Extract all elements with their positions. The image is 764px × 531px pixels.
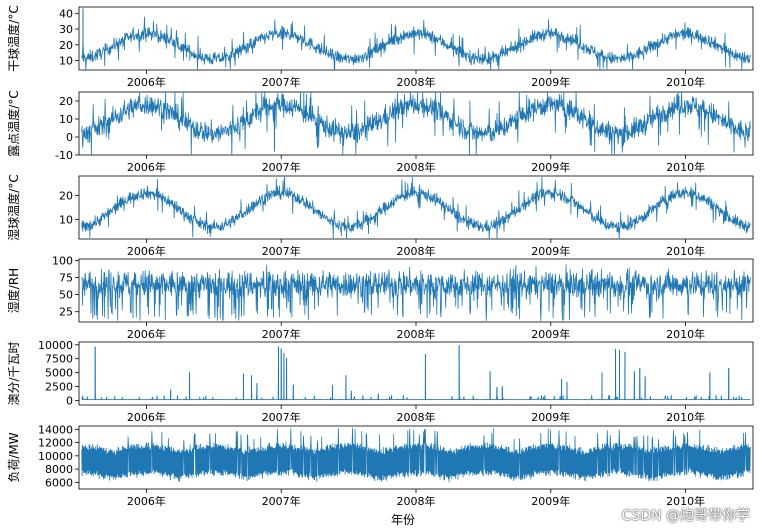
x-tick-label: 2006年 <box>127 494 166 508</box>
y-axis-label: 澳分/千瓦时 <box>7 341 21 405</box>
series-line-dew-point-temperature <box>81 91 751 156</box>
y-tick-label: 14000 <box>38 423 73 436</box>
y-tick-label: 6000 <box>45 476 73 489</box>
y-tick-label: 20 <box>59 39 73 52</box>
x-tick-label: 2007年 <box>262 410 301 424</box>
panels: 10 20 30 40 2006年 2007年 2008年 2009年 2010年 干球温度/°C… <box>6 5 754 508</box>
y-tick-label: 2500 <box>45 381 73 394</box>
y-tick-label: 10 <box>59 214 73 227</box>
y-axis-label: 露点温度/°C <box>6 90 21 156</box>
y-tick-label: 10 <box>59 55 73 68</box>
y-tick-label: 40 <box>59 7 73 20</box>
x-tick-label: 2008年 <box>397 410 436 424</box>
x-tick-label: 2008年 <box>397 327 436 341</box>
x-tick-label: 2010年 <box>666 160 705 174</box>
x-tick-label: 2010年 <box>666 244 705 258</box>
y-axis-label: 湿球温度/°C <box>6 174 21 240</box>
y-tick-label: 25 <box>59 306 73 319</box>
y-tick-label: 7500 <box>45 353 73 366</box>
axes-frame <box>78 6 754 71</box>
x-tick-label: 2006年 <box>127 410 166 424</box>
y-tick-label: 20 <box>59 189 73 202</box>
series-line-load <box>81 427 751 483</box>
x-tick-label: 2009年 <box>531 244 570 258</box>
x-tick-label: 2006年 <box>127 244 166 258</box>
x-tick-label: 2008年 <box>397 244 436 258</box>
x-tick-label: 2008年 <box>397 160 436 174</box>
series-line-dry-bulb-temperature <box>81 8 751 71</box>
x-tick-label: 2007年 <box>262 327 301 341</box>
x-axis-label: 年份 <box>391 513 415 527</box>
series-line-settlement-price <box>81 344 751 401</box>
x-tick-label: 2006年 <box>127 160 166 174</box>
x-tick-label: 2009年 <box>531 327 570 341</box>
x-tick-label: 2010年 <box>666 410 705 424</box>
y-tick-label: 0 <box>66 131 73 144</box>
y-tick-label: 10 <box>59 113 73 126</box>
x-tick-label: 2008年 <box>397 494 436 508</box>
panel-dew-point-temperature: -10 0 10 20 2006年 2007年 2008年 2009年 2010年 露点温度/°C <box>6 90 754 174</box>
x-tick-label: 2006年 <box>127 75 166 89</box>
x-tick-label: 2009年 <box>531 75 570 89</box>
x-tick-label: 2008年 <box>397 75 436 89</box>
y-tick-label: 20 <box>59 95 73 108</box>
x-tick-label: 2007年 <box>262 160 301 174</box>
y-tick-label: 50 <box>59 289 73 302</box>
x-tick-label: 2007年 <box>262 494 301 508</box>
y-axis-label: 湿度/RH <box>6 268 21 313</box>
x-tick-label: 2009年 <box>531 410 570 424</box>
y-tick-label: 100 <box>52 254 73 267</box>
x-tick-label: 2007年 <box>262 75 301 89</box>
panel-humidity: 25 50 75 100 2006年 2007年 2008年 2009年 2010年 湿度/RH <box>6 254 754 341</box>
y-tick-label: 5000 <box>45 367 73 380</box>
panel-dry-bulb-temperature: 10 20 30 40 2006年 2007年 2008年 2009年 2010年 干球温度/°C <box>6 5 754 89</box>
x-tick-label: 2007年 <box>262 244 301 258</box>
x-tick-label: 2006年 <box>127 327 166 341</box>
x-tick-label: 2010年 <box>666 494 705 508</box>
y-tick-label: 12000 <box>38 437 73 450</box>
y-tick-label: 75 <box>59 271 73 284</box>
x-tick-label: 2010年 <box>666 327 705 341</box>
x-tick-label: 2009年 <box>531 160 570 174</box>
y-tick-label: 10000 <box>38 339 73 352</box>
panel-wet-bulb-temperature: 10 20 2006年 2007年 2008年 2009年 2010年 湿球温度/°C <box>6 174 754 258</box>
y-tick-label: -10 <box>55 149 73 162</box>
series-line-humidity <box>81 264 751 321</box>
y-axis-label: 负荷/MW <box>7 432 21 482</box>
y-tick-label: 8000 <box>45 463 73 476</box>
axes-frame <box>78 341 754 406</box>
series-line-wet-bulb-temperature <box>81 175 751 240</box>
x-tick-label: 2009年 <box>531 494 570 508</box>
y-axis-label: 干球温度/°C <box>6 5 21 71</box>
y-tick-label: 30 <box>59 23 73 36</box>
y-tick-label: 10000 <box>38 450 73 463</box>
y-tick-label: 0 <box>66 395 73 408</box>
x-tick-label: 2010年 <box>666 75 705 89</box>
watermark: CSDN @炮哥带你学 <box>621 508 750 524</box>
